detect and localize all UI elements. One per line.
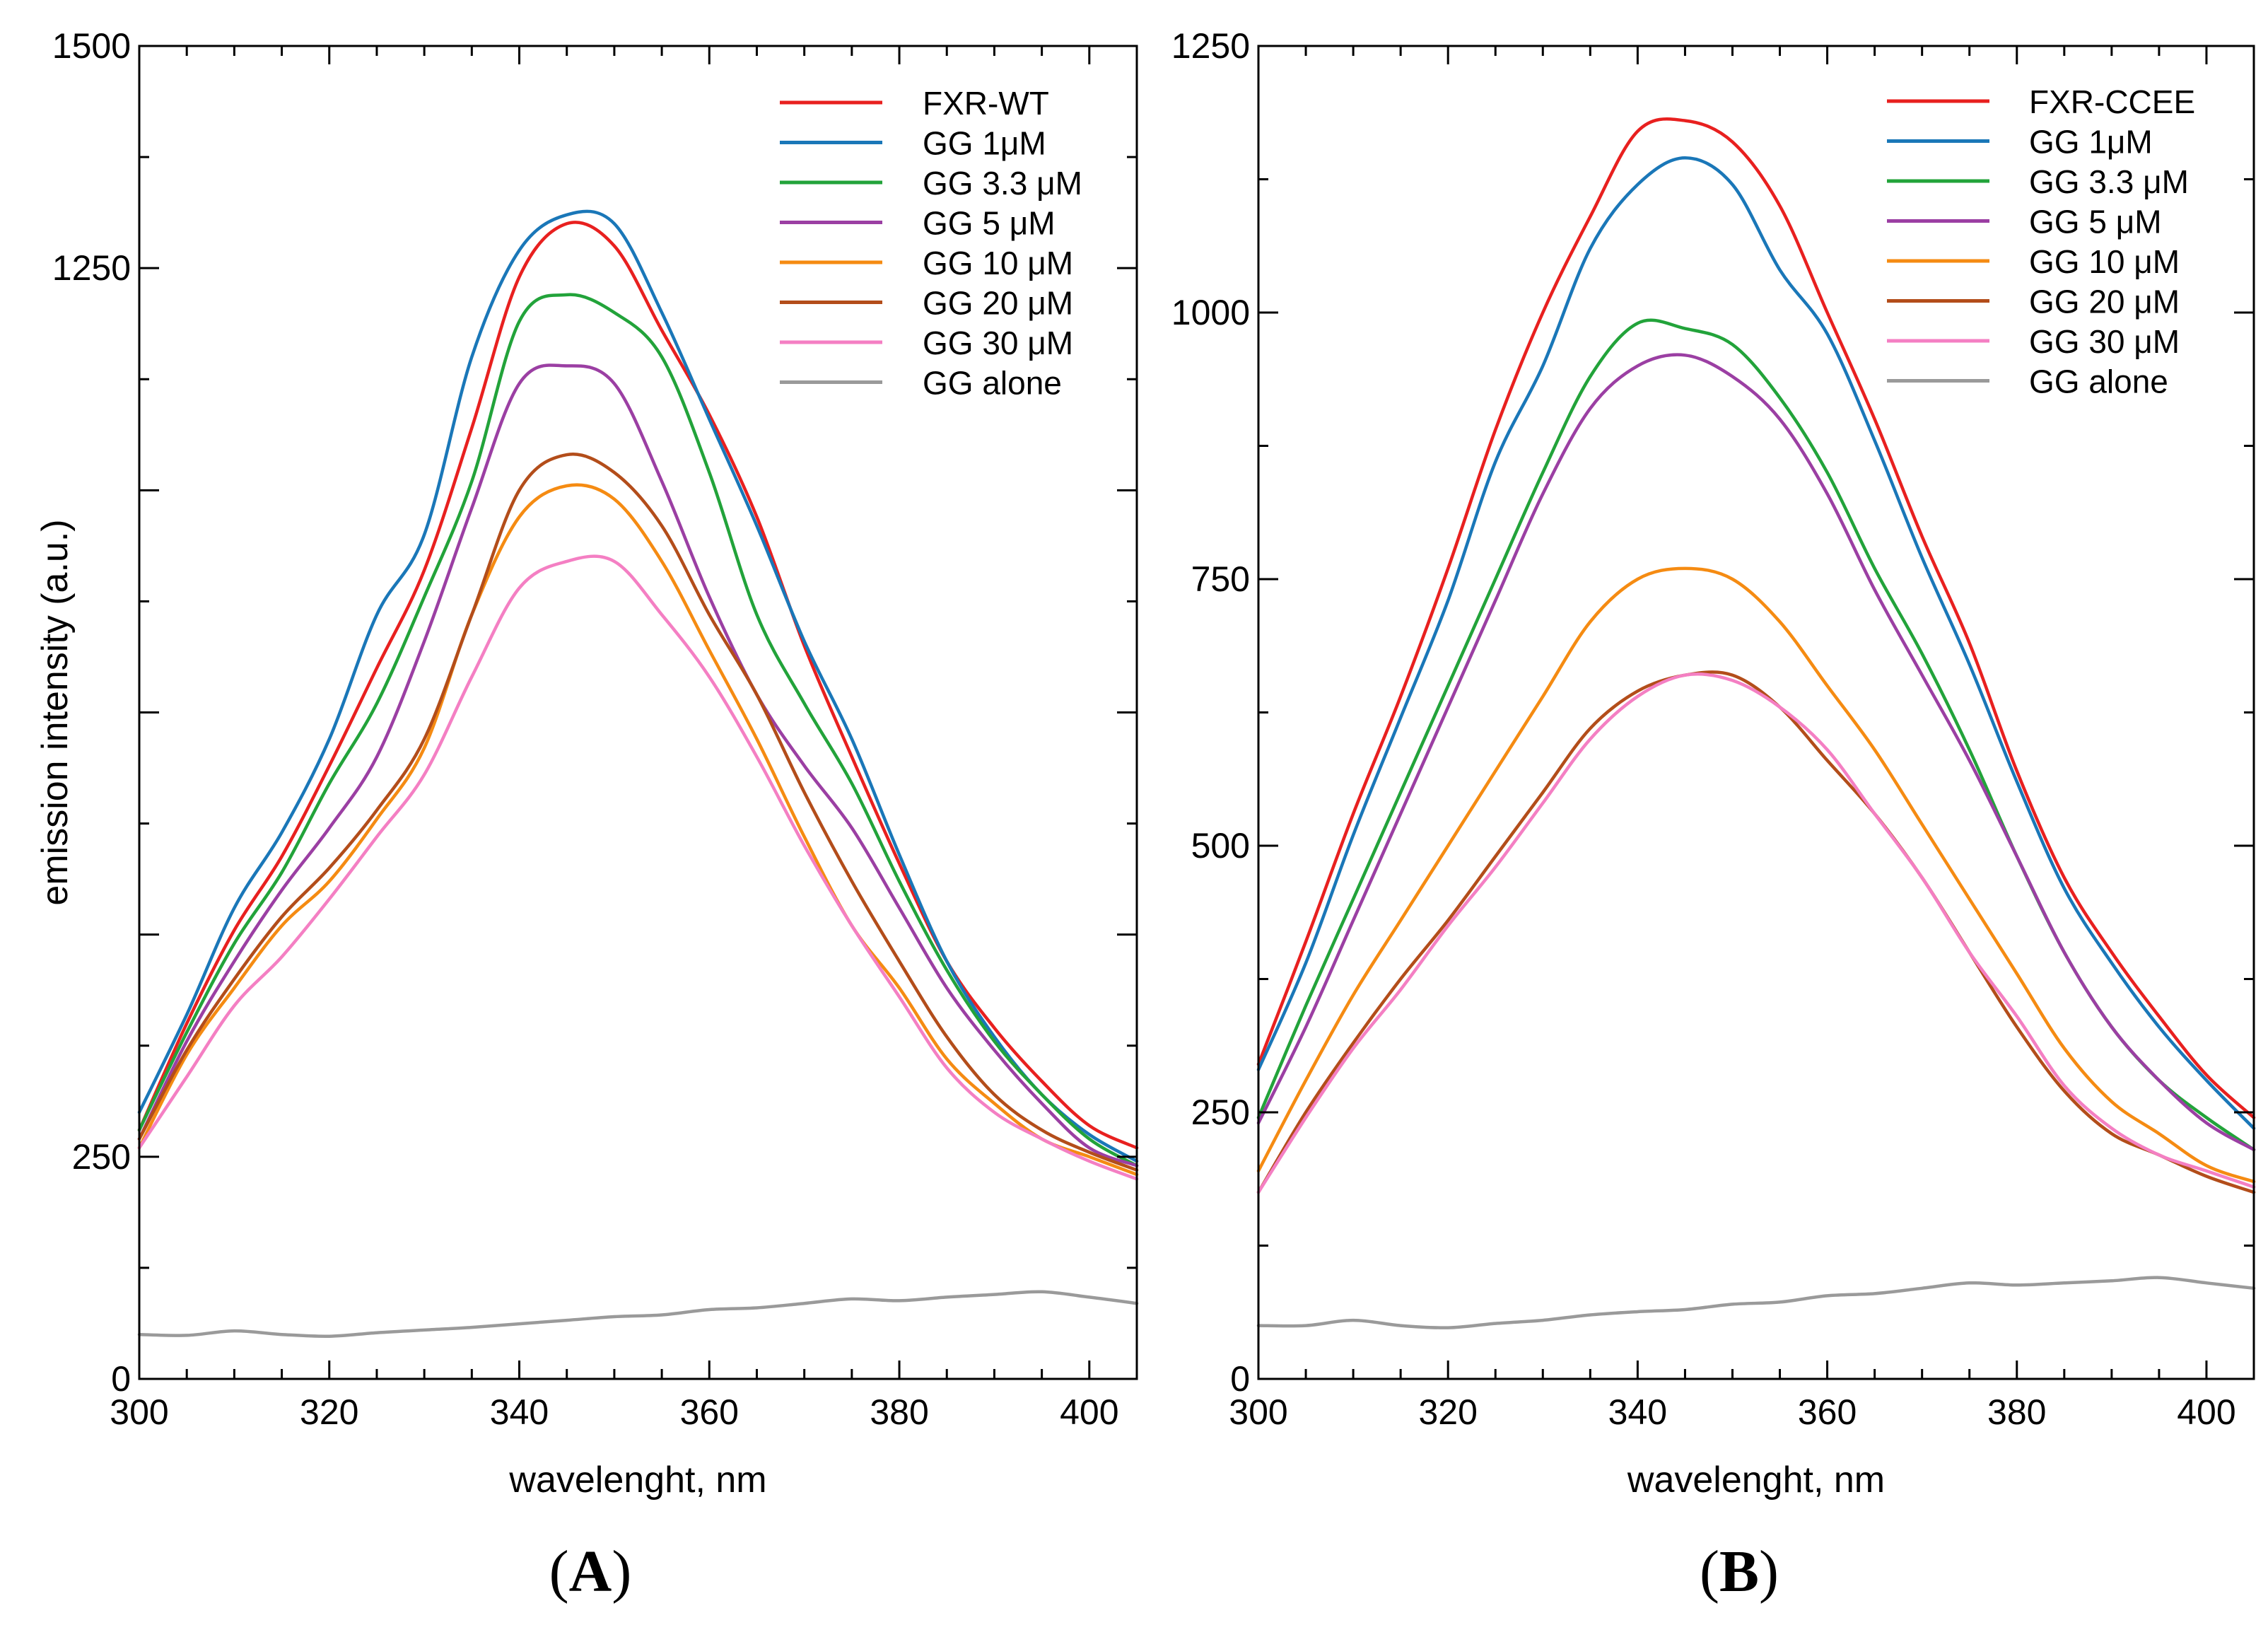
legend-item-gg-30-um: GG 30 μM xyxy=(1887,323,2180,360)
y-tick-label: 1250 xyxy=(1171,26,1250,66)
series-line-gg-1um xyxy=(137,209,1139,1163)
x-tick-label: 360 xyxy=(1798,1392,1857,1432)
x-axis: 300 320 340 360 380 400 xyxy=(1229,46,2255,1432)
series-line-gg-5-um xyxy=(1256,353,2256,1152)
legend-label: GG 5 μM xyxy=(923,205,1056,242)
legend-label: FXR-CCEE xyxy=(2029,83,2195,120)
legend-item-gg-1um: GG 1μM xyxy=(780,125,1046,162)
legend-label: FXR-WT xyxy=(923,85,1049,122)
legend-item-gg-10-um: GG 10 μM xyxy=(1887,243,2180,280)
x-tick-label: 360 xyxy=(680,1392,739,1432)
legend-item-gg-30-um: GG 30 μM xyxy=(780,325,1073,361)
series-line-gg-10-um xyxy=(137,483,1139,1177)
legend-label: GG alone xyxy=(923,365,1062,402)
series-lines xyxy=(137,209,1139,1339)
panel-b: 300 320 340 360 380 400 0 250 500 750 1000 1250 wave… xyxy=(1171,26,2256,1604)
y-axis: 0 250 1250 1500 xyxy=(52,26,1137,1399)
x-tick-label: 300 xyxy=(1229,1392,1287,1432)
legend-item-gg-3-3-um: GG 3.3 μM xyxy=(780,165,1082,202)
y-tick-label: 1000 xyxy=(1171,293,1250,332)
x-axis-label: wavelenght, nm xyxy=(508,1460,766,1501)
series-line-fxr-ccee xyxy=(1256,117,2256,1119)
y-axis-label: emission intensity (a.u.) xyxy=(35,519,76,905)
legend-item-gg-alone: GG alone xyxy=(780,365,1062,402)
y-tick-label: 250 xyxy=(1191,1093,1250,1132)
x-tick-label: 400 xyxy=(1060,1392,1118,1432)
series-line-gg-30-um xyxy=(137,554,1139,1181)
panel-a: 300 320 340 360 380 400 0 250 1250 1500 wavelenght… xyxy=(35,26,1139,1604)
legend-label: GG 30 μM xyxy=(2029,323,2180,360)
y-tick-label: 0 xyxy=(111,1359,131,1399)
x-axis-label: wavelenght, nm xyxy=(1627,1460,1885,1501)
legend-label: GG 20 μM xyxy=(2029,284,2180,320)
legend-label: GG alone xyxy=(2029,363,2168,400)
y-axis: 0 250 500 750 1000 1250 xyxy=(1171,26,2254,1399)
series-lines xyxy=(1256,117,2256,1329)
x-tick-label: 320 xyxy=(1418,1392,1477,1432)
legend-label: GG 1μM xyxy=(2029,124,2153,161)
legend-label: GG 5 μM xyxy=(2029,204,2162,240)
x-tick-label: 380 xyxy=(870,1392,928,1432)
x-axis: 300 320 340 360 380 400 xyxy=(110,46,1138,1432)
panel-label: (A) xyxy=(549,1539,632,1604)
legend-item-gg-20-um: GG 20 μM xyxy=(1887,284,2180,320)
series-line-gg-10-um xyxy=(1256,566,2256,1184)
series-line-gg-30-um xyxy=(1256,672,2256,1194)
y-tick-label: 250 xyxy=(72,1137,131,1177)
x-tick-label: 320 xyxy=(300,1392,358,1432)
series-line-gg-5-um xyxy=(137,363,1139,1167)
legend-item-gg-20-um: GG 20 μM xyxy=(780,285,1073,322)
legend-label: GG 10 μM xyxy=(2029,243,2180,280)
legend-label: GG 3.3 μM xyxy=(2029,163,2189,200)
legend-label: GG 1μM xyxy=(923,125,1046,162)
y-tick-label: 500 xyxy=(1191,826,1250,866)
legend-item-gg-alone: GG alone xyxy=(1887,363,2168,400)
x-tick-label: 380 xyxy=(1987,1392,2046,1432)
series-line-gg-1um xyxy=(1256,156,2256,1130)
series-line-gg-20-um xyxy=(137,453,1139,1172)
legend-item-fxr-wt: FXR-WT xyxy=(780,85,1049,122)
legend-item-fxr-ccee: FXR-CCEE xyxy=(1887,83,2195,120)
legend-label: GG 10 μM xyxy=(923,245,1073,281)
legend-item-gg-5-um: GG 5 μM xyxy=(1887,204,2162,240)
x-tick-label: 300 xyxy=(110,1392,168,1432)
series-line-gg-3-3-um xyxy=(137,293,1139,1167)
x-tick-label: 340 xyxy=(1608,1392,1667,1432)
series-line-gg-alone xyxy=(137,1290,1139,1339)
y-tick-label: 0 xyxy=(1230,1359,1250,1399)
legend-item-gg-1um: GG 1μM xyxy=(1887,124,2153,161)
series-line-gg-20-um xyxy=(1256,670,2256,1194)
legend-item-gg-10-um: GG 10 μM xyxy=(780,245,1073,281)
y-tick-label: 1500 xyxy=(52,26,131,66)
x-tick-label: 400 xyxy=(2177,1392,2235,1432)
y-tick-label: 750 xyxy=(1191,559,1250,599)
x-tick-label: 340 xyxy=(490,1392,549,1432)
legend-label: GG 3.3 μM xyxy=(923,165,1082,202)
legend-item-gg-5-um: GG 5 μM xyxy=(780,205,1056,242)
y-tick-label: 1250 xyxy=(52,248,131,288)
legend-label: GG 30 μM xyxy=(923,325,1073,361)
panel-label: (B) xyxy=(1700,1539,1779,1604)
series-line-gg-3-3-um xyxy=(1256,318,2256,1152)
legend-label: GG 20 μM xyxy=(923,285,1073,322)
series-line-gg-alone xyxy=(1256,1276,2256,1329)
legend-item-gg-3-3-um: GG 3.3 μM xyxy=(1887,163,2189,200)
